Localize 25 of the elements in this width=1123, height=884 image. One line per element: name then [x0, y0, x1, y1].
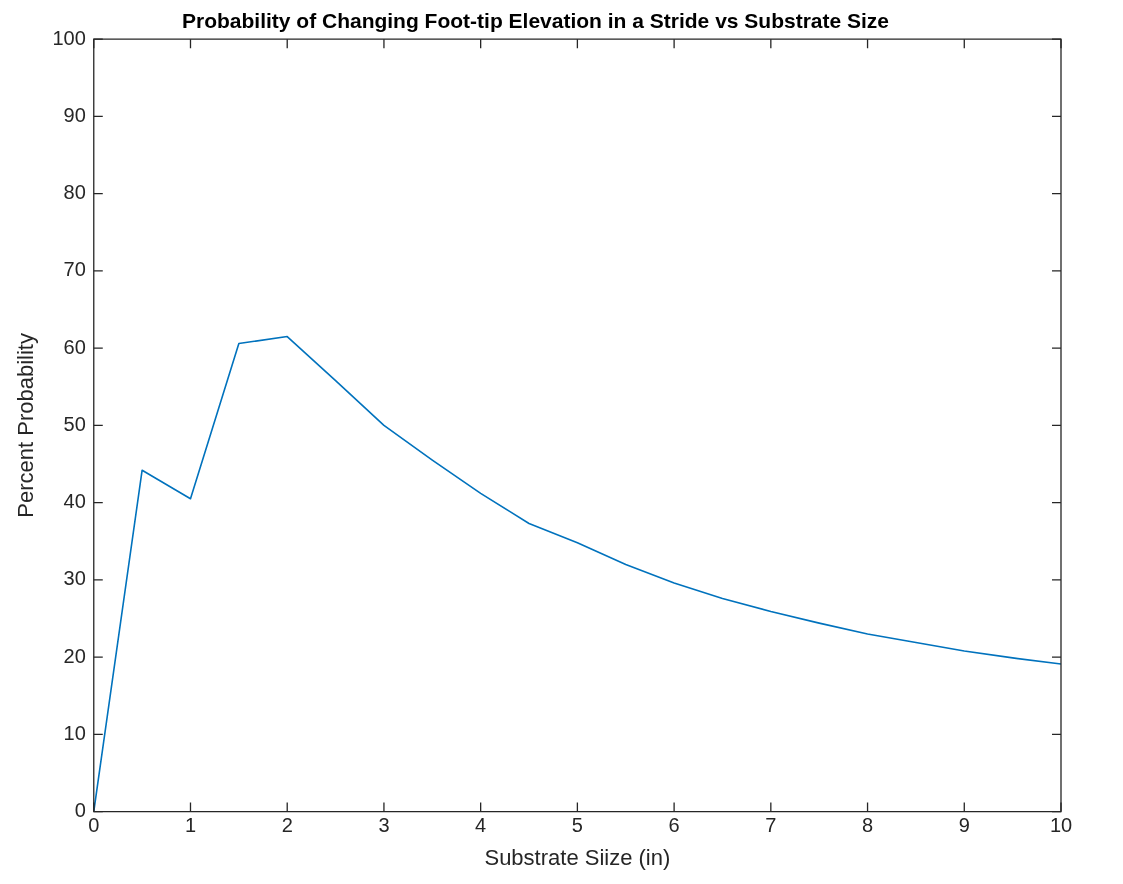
x-tick-label: 8 [861, 814, 874, 837]
x-tick-label: 10 [1049, 814, 1073, 837]
x-tick-label: 0 [88, 814, 100, 837]
y-tick-label: 30 [63, 567, 86, 590]
x-tick-label: 1 [184, 814, 197, 837]
y-tick-label: 70 [63, 258, 86, 281]
y-tick-label: 40 [63, 490, 86, 513]
y-tick-label: 10 [63, 721, 86, 744]
y-tick-label: 100 [52, 26, 86, 49]
x-tick-label: 4 [475, 814, 487, 837]
y-tick-label: 50 [63, 412, 86, 435]
x-tick-label: 7 [765, 814, 777, 837]
y-tick-label: 0 [74, 799, 86, 822]
x-tick-label: 3 [378, 814, 390, 837]
y-axis-title: Percent Probability [13, 333, 39, 518]
y-tick-label: 90 [63, 103, 86, 126]
y-tick-label: 60 [63, 335, 86, 358]
chart-title: Probability of Changing Foot-tip Elevation in a Stride vs Substrate Size [181, 9, 890, 33]
x-axis-title: Substrate Siize (in) [484, 844, 671, 870]
x-tick-label: 9 [958, 814, 970, 837]
x-tick-label: 6 [668, 814, 680, 837]
x-tick-label: 5 [571, 814, 583, 837]
y-tick-label: 20 [63, 644, 86, 667]
y-tick-label: 80 [63, 181, 86, 204]
x-tick-label: 2 [281, 814, 293, 837]
